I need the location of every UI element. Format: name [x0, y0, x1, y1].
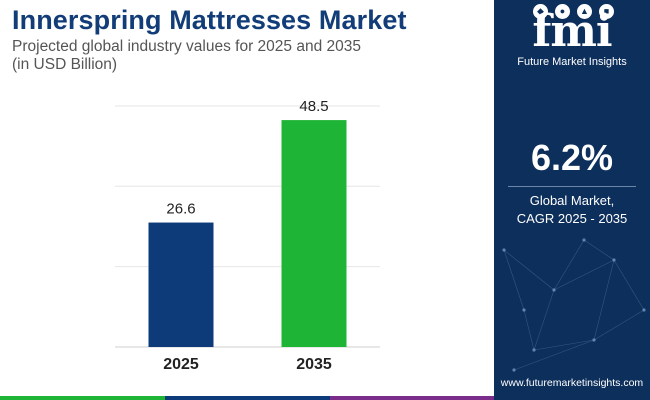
logo-wordmark: fmi	[532, 6, 612, 57]
cagr-label-line-2: CAGR 2025 - 2035	[516, 211, 628, 226]
network-decoration	[502, 238, 646, 372]
logo-badge-icon: ●	[555, 4, 570, 19]
x-tick-label-2025: 2025	[163, 356, 199, 373]
logo-badge-icon: ◆	[533, 4, 548, 19]
cagr-value: 6.2%	[530, 137, 614, 178]
logo-icon-row: ◆ ● ▲ ■	[529, 4, 619, 20]
logo-badge-icon: ■	[599, 4, 614, 19]
cagr-label: Global Market, CAGR 2025 - 2035	[494, 192, 650, 228]
bar-2035	[281, 120, 347, 347]
stripe-green	[0, 396, 165, 400]
stripe-purple	[330, 396, 494, 400]
fmi-logo: ◆ ● ▲ ■ fmi Future Market Insights	[494, 0, 650, 80]
website-link[interactable]: www.futuremarketinsights.com	[500, 377, 644, 389]
bar-2025	[148, 222, 214, 347]
data-label-2025: 26.6	[166, 201, 195, 218]
divider	[508, 186, 636, 187]
logo-badge-icon: ▲	[577, 4, 592, 19]
side-panel: ◆ ● ▲ ■ fmi Future Market Insights 6.2% …	[494, 0, 650, 400]
subtitle-line-1: Projected global industry values for 202…	[12, 38, 361, 55]
cagr-label-line-1: Global Market,	[529, 193, 615, 208]
stripe-blue	[165, 396, 330, 400]
chart-title: Innerspring Mattresses Market	[12, 5, 407, 35]
subtitle-line-2: (in USD Billion)	[12, 56, 118, 73]
bar-chart: 26.6 2025 48.5 2035	[115, 98, 380, 373]
data-label-2035: 48.5	[299, 98, 328, 115]
logo-tagline: Future Market Insights	[517, 56, 627, 68]
x-tick-label-2035: 2035	[296, 356, 332, 373]
chart-subtitle: Projected global industry values for 202…	[12, 38, 361, 74]
